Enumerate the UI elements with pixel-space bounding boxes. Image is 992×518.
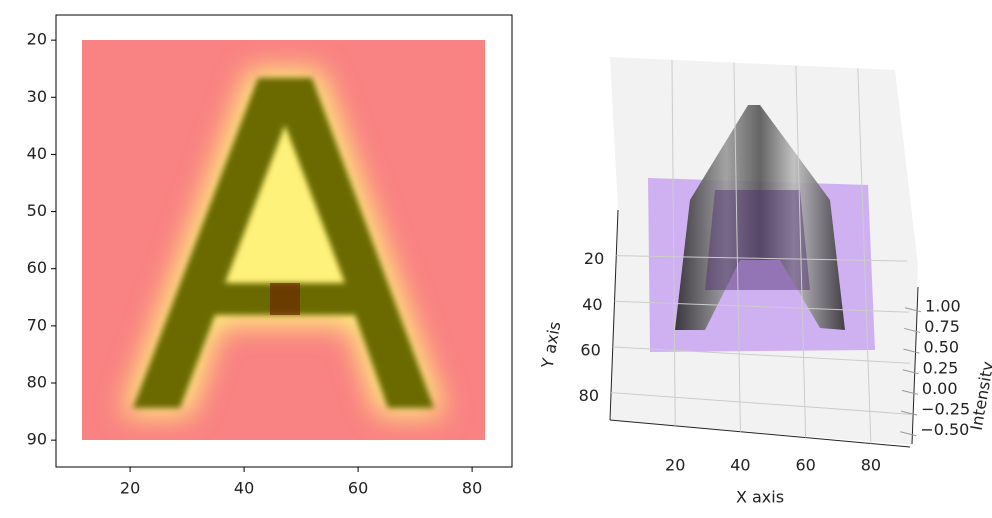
x-tick-label: 40 <box>730 456 750 475</box>
y-tick-label: 20 <box>584 249 604 268</box>
surface-shadow <box>705 190 810 290</box>
y-grid-line <box>616 255 908 262</box>
z-grid-line <box>900 431 917 437</box>
x-tick-label: 40 <box>234 479 254 498</box>
x-tick-label: 60 <box>795 456 815 475</box>
z-tick-label: 0.50 <box>923 338 959 357</box>
x-grid-line <box>795 65 807 438</box>
z-axis-line <box>911 286 919 445</box>
y-tick-label: 80 <box>27 373 47 392</box>
x-axis-label: X axis <box>736 488 784 507</box>
image-detail <box>270 283 300 315</box>
letter-a <box>133 78 434 408</box>
y-grid-line <box>614 300 909 313</box>
y-tick-label: 70 <box>27 315 47 334</box>
image-panel <box>55 14 513 468</box>
z-grid-line <box>904 327 921 333</box>
x-tick-label: 20 <box>665 456 685 475</box>
z-axis-label: Intensity <box>967 360 992 432</box>
y-axis-line <box>609 209 619 421</box>
x-tick-label: 60 <box>348 479 368 498</box>
z-tick-label: −0.25 <box>921 400 970 419</box>
z-tick-label: −0.50 <box>920 420 969 439</box>
y-tick-label: 60 <box>27 258 47 277</box>
y-tick-label: 80 <box>579 386 599 405</box>
surface-peak <box>675 105 845 330</box>
y-grid-line <box>612 346 910 364</box>
z-tick-label: 0.75 <box>924 317 960 336</box>
y-tick-label: 20 <box>27 30 47 49</box>
x-axis-line <box>609 419 911 448</box>
x-tick-label: 80 <box>462 479 482 498</box>
z-tick-label: 0.25 <box>923 358 959 377</box>
x-grid-line <box>857 68 872 444</box>
z-tick-label: 0.00 <box>922 379 958 398</box>
x-grid-line <box>671 59 676 426</box>
x-tick-label: 20 <box>120 479 140 498</box>
x-grid-line <box>733 62 741 432</box>
x-tick-label: 80 <box>861 456 881 475</box>
z-grid-line <box>902 369 919 375</box>
z-tick-label: 1.00 <box>925 296 961 315</box>
z-grid-line <box>904 307 922 313</box>
y-grid-line <box>611 392 912 415</box>
axes-frame <box>55 14 513 468</box>
y-axis-label: Y axis <box>537 320 564 370</box>
y-tick-label: 60 <box>580 340 600 359</box>
y-tick-label: 40 <box>582 295 602 314</box>
y-tick-label: 40 <box>27 144 47 163</box>
z-grid-line <box>903 348 920 354</box>
y-tick-label: 50 <box>27 201 47 220</box>
z-grid-line <box>900 410 918 416</box>
z-grid-line <box>901 389 919 395</box>
y-tick-label: 30 <box>27 87 47 106</box>
surface-panel <box>610 57 918 445</box>
y-tick-label: 90 <box>27 430 47 449</box>
